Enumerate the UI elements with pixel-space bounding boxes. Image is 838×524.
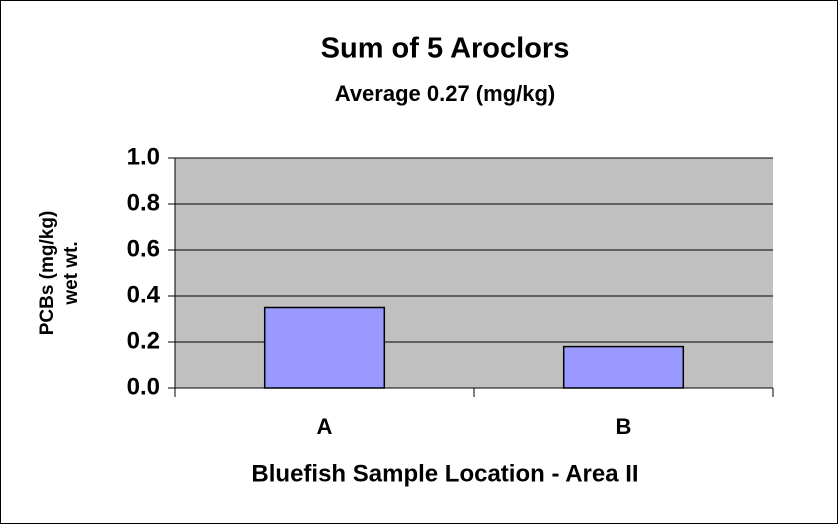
y-tick-label: 0.4 [127, 281, 161, 308]
y-tick-label: 1.0 [127, 143, 160, 170]
y-tick-label: 0.2 [127, 327, 160, 354]
chart-title: Sum of 5 Aroclors [321, 33, 570, 65]
y-axis-label-line: wet wt. [61, 241, 82, 305]
chart-subtitle: Average 0.27 (mg/kg) [335, 81, 556, 106]
y-axis-label-line: PCBs (mg/kg) [37, 211, 58, 336]
y-tick-label: 0.6 [127, 235, 160, 262]
bar [263, 306, 386, 389]
x-tick-label: B [616, 414, 632, 439]
y-tick-label: 0.0 [127, 373, 160, 400]
x-axis-label: Bluefish Sample Location - Area II [251, 460, 638, 487]
x-tick-label: A [317, 414, 333, 439]
bar [562, 345, 685, 389]
y-axis-label: PCBs (mg/kg) wet wt. [37, 211, 82, 336]
y-tick-label: 0.8 [127, 189, 160, 216]
